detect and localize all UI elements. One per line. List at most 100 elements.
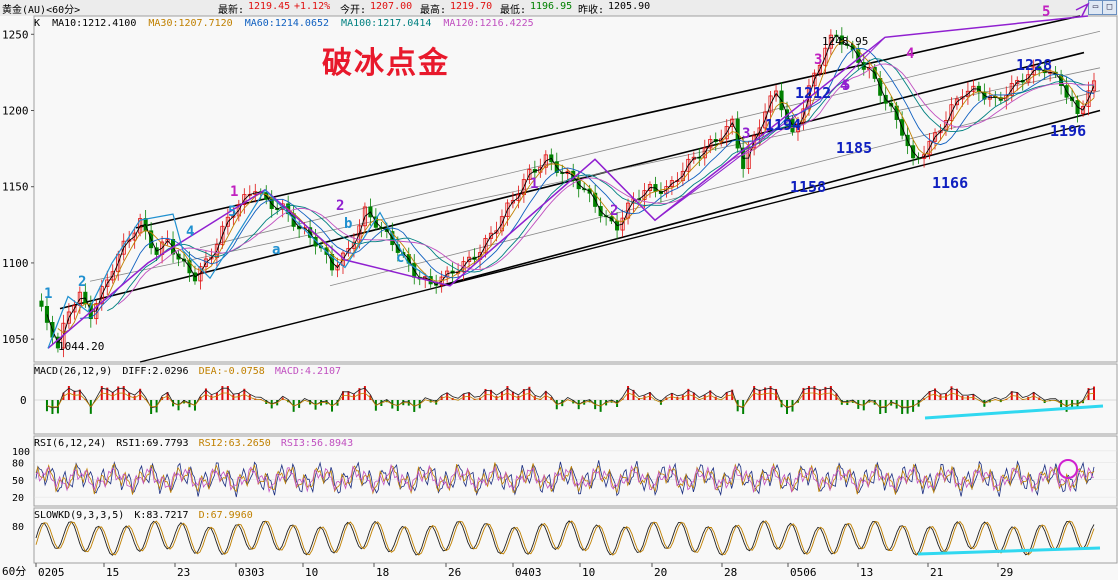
candle-body [220, 225, 225, 245]
pane-frames [33, 15, 1118, 564]
rsi1-value: RSI1:69.7793 [116, 438, 189, 449]
wave-label: 4 [906, 46, 914, 62]
x-tick-label: 28 [724, 566, 737, 579]
kd-pane: 80 [12, 520, 1101, 556]
wave-label: c [396, 250, 404, 266]
macd-legend: MACD(26,12,9) DIFF:2.0296 DEA:-0.0758 MA… [34, 366, 341, 377]
rsi2-value: RSI2:63.2650 [198, 438, 271, 449]
ma-line [46, 34, 1095, 344]
macd-dea: DEA:-0.0758 [198, 366, 265, 377]
rsi-tick-label: 100 [12, 447, 30, 458]
wave-label: 5 [228, 204, 236, 220]
channel-line [199, 30, 1101, 249]
y-tick-label: 1050 [2, 333, 29, 346]
candle-body [351, 241, 356, 249]
rsi-params: RSI(6,12,24) [34, 438, 107, 449]
ma-line [107, 58, 1095, 312]
wave-label: 2 [610, 203, 618, 219]
price-label-1194: 1194 [765, 116, 801, 134]
low-label: 最低: [500, 5, 527, 16]
price-label-1228: 1228 [1016, 56, 1052, 74]
price-axis: 1050 1100 1150 1200 1250 [2, 28, 34, 346]
rsi-tick-label: 80 [12, 458, 24, 469]
candle-body [932, 132, 938, 142]
x-tick-label: 20 [654, 566, 667, 579]
kd-d-value: D:67.9960 [198, 510, 253, 521]
candle-body [105, 279, 110, 287]
candle-body [949, 104, 954, 121]
ma-line [79, 47, 1095, 319]
candle-body [724, 126, 729, 140]
candle-body [483, 237, 488, 254]
x-tick-label: 0506 [790, 566, 817, 579]
kd-divergence-line [917, 546, 1101, 556]
x-tick-label: 29 [1000, 566, 1013, 579]
price-label-1185: 1185 [836, 139, 872, 157]
candle-body [680, 170, 685, 181]
sub-wave-line [47, 188, 431, 349]
macd-zero-label: 0 [20, 394, 27, 407]
candle-body [543, 154, 548, 168]
candle-body [774, 90, 779, 97]
candle-body [510, 200, 515, 204]
candle-body [66, 311, 71, 324]
candle-body [642, 190, 647, 200]
price-label-1196: 1196 [1050, 122, 1086, 140]
price-label-1166: 1166 [932, 174, 968, 192]
x-tick-label: 21 [930, 566, 943, 579]
x-tick-label: 15 [106, 566, 119, 579]
candle-body [1091, 80, 1097, 92]
candle-body [132, 232, 137, 241]
candles [39, 27, 1097, 358]
kd-tick-label: 80 [12, 522, 24, 533]
candle-body [954, 98, 960, 106]
ma100-label: MA100:1217.0414 [341, 18, 432, 29]
maximize-icon[interactable]: □ [1102, 0, 1117, 15]
symbol-label: 黄金(AU)<60分> [2, 5, 81, 16]
candle-body [927, 140, 932, 156]
macd-pane: 0 [20, 386, 1117, 420]
annotation-title: 破冰点金 [322, 46, 450, 81]
candle-body [938, 130, 943, 134]
candle-body [960, 96, 965, 100]
channel-line [89, 67, 1101, 282]
x-tick-label: 0205 [38, 566, 65, 579]
timeframe-label: 60分 [2, 565, 26, 578]
pane-frame [33, 507, 1118, 564]
y-tick-label: 1150 [2, 181, 29, 194]
candle-body [1009, 83, 1014, 96]
macd-divergence-line [924, 404, 1104, 420]
candle-body [812, 72, 817, 87]
wave-label: 1 [230, 184, 238, 200]
candle-body [763, 111, 768, 129]
prev-value: 1205.90 [608, 1, 651, 12]
wave-arrow-icon [1075, 2, 1090, 17]
macd-diff-line [46, 387, 1095, 409]
wave-label: b [344, 216, 352, 232]
wave-label: 5 [842, 78, 850, 94]
candle-body [686, 158, 691, 172]
wave-label: 3 [742, 126, 750, 142]
candle-body [922, 154, 927, 159]
x-tick-label: 13 [860, 566, 873, 579]
x-tick-label: 0303 [238, 566, 265, 579]
ma-line [117, 63, 1095, 305]
x-tick-label: 18 [376, 566, 389, 579]
open-label: 今开: [340, 5, 367, 16]
time-axis: 60分 0205 15 23 0303 10 18 26 0403 10 20 28 0506 13 21 2… [2, 563, 1013, 579]
low-value: 1196.95 [530, 1, 573, 12]
y-tick-label: 1250 [2, 28, 29, 41]
wave-label: 4 [840, 78, 848, 94]
candle-body [242, 194, 247, 206]
ma30-label: MA30:1207.7120 [148, 18, 233, 29]
rsi3-value: RSI3:56.8943 [280, 438, 354, 449]
candle-body [494, 230, 499, 234]
ma10-label: MA10:1212.4100 [52, 18, 137, 29]
candle-body [362, 206, 367, 227]
prev-label: 昨收: [578, 5, 605, 16]
candle-body [499, 216, 505, 232]
candle-body [1080, 106, 1086, 114]
channel-line [59, 51, 1085, 310]
rsi-line [35, 462, 1095, 495]
